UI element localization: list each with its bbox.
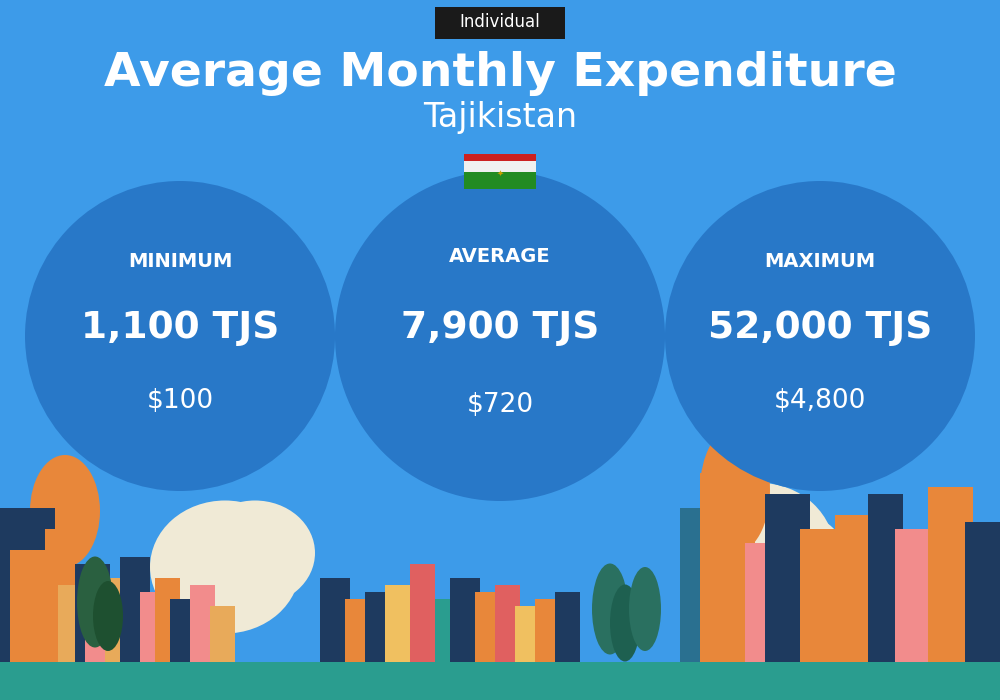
- Text: Average Monthly Expenditure: Average Monthly Expenditure: [104, 51, 896, 96]
- FancyBboxPatch shape: [464, 172, 536, 189]
- Text: $720: $720: [466, 392, 534, 419]
- FancyBboxPatch shape: [58, 584, 86, 662]
- Ellipse shape: [195, 500, 315, 606]
- Text: AVERAGE: AVERAGE: [449, 247, 551, 266]
- FancyBboxPatch shape: [410, 564, 435, 661]
- Text: ✦: ✦: [496, 169, 504, 177]
- FancyBboxPatch shape: [140, 592, 165, 662]
- FancyBboxPatch shape: [345, 598, 370, 662]
- FancyBboxPatch shape: [835, 514, 875, 662]
- Text: Tajikistan: Tajikistan: [423, 101, 577, 134]
- Ellipse shape: [685, 483, 835, 623]
- Ellipse shape: [150, 500, 300, 634]
- FancyBboxPatch shape: [0, 662, 1000, 700]
- FancyBboxPatch shape: [210, 606, 235, 662]
- FancyBboxPatch shape: [385, 584, 415, 662]
- Ellipse shape: [93, 581, 123, 651]
- FancyBboxPatch shape: [965, 522, 1000, 662]
- FancyBboxPatch shape: [435, 7, 565, 39]
- Ellipse shape: [77, 556, 113, 648]
- Text: MINIMUM: MINIMUM: [128, 252, 232, 271]
- Text: MAXIMUM: MAXIMUM: [764, 252, 876, 271]
- FancyBboxPatch shape: [555, 592, 580, 662]
- FancyBboxPatch shape: [464, 161, 536, 178]
- FancyBboxPatch shape: [320, 578, 350, 662]
- Text: 52,000 TJS: 52,000 TJS: [708, 310, 932, 346]
- FancyBboxPatch shape: [800, 528, 840, 662]
- FancyBboxPatch shape: [535, 598, 560, 662]
- FancyBboxPatch shape: [765, 494, 810, 662]
- FancyBboxPatch shape: [45, 528, 75, 662]
- FancyBboxPatch shape: [700, 473, 755, 662]
- FancyBboxPatch shape: [365, 592, 390, 662]
- FancyBboxPatch shape: [868, 494, 903, 662]
- FancyBboxPatch shape: [105, 578, 130, 662]
- FancyBboxPatch shape: [464, 153, 536, 172]
- FancyBboxPatch shape: [895, 528, 935, 662]
- FancyBboxPatch shape: [495, 584, 520, 662]
- FancyBboxPatch shape: [928, 486, 973, 662]
- Ellipse shape: [592, 564, 628, 654]
- FancyBboxPatch shape: [170, 598, 200, 662]
- Ellipse shape: [30, 455, 100, 567]
- Ellipse shape: [25, 181, 335, 491]
- Ellipse shape: [610, 584, 640, 662]
- Ellipse shape: [629, 567, 661, 651]
- Ellipse shape: [335, 171, 665, 501]
- Ellipse shape: [700, 427, 770, 553]
- FancyBboxPatch shape: [435, 598, 455, 662]
- FancyBboxPatch shape: [515, 606, 535, 662]
- FancyBboxPatch shape: [450, 578, 480, 662]
- FancyBboxPatch shape: [745, 542, 775, 662]
- FancyBboxPatch shape: [190, 584, 215, 662]
- Text: $100: $100: [146, 388, 214, 414]
- FancyBboxPatch shape: [120, 556, 150, 662]
- Ellipse shape: [730, 511, 850, 623]
- FancyBboxPatch shape: [75, 564, 110, 661]
- FancyBboxPatch shape: [10, 550, 50, 662]
- FancyBboxPatch shape: [475, 592, 500, 662]
- Ellipse shape: [665, 181, 975, 491]
- FancyBboxPatch shape: [85, 592, 115, 662]
- FancyBboxPatch shape: [0, 508, 55, 662]
- Text: 1,100 TJS: 1,100 TJS: [81, 310, 279, 346]
- Text: 7,900 TJS: 7,900 TJS: [401, 309, 599, 346]
- Text: Individual: Individual: [460, 13, 540, 32]
- FancyBboxPatch shape: [155, 578, 180, 662]
- FancyBboxPatch shape: [680, 508, 720, 662]
- Text: $4,800: $4,800: [774, 388, 866, 414]
